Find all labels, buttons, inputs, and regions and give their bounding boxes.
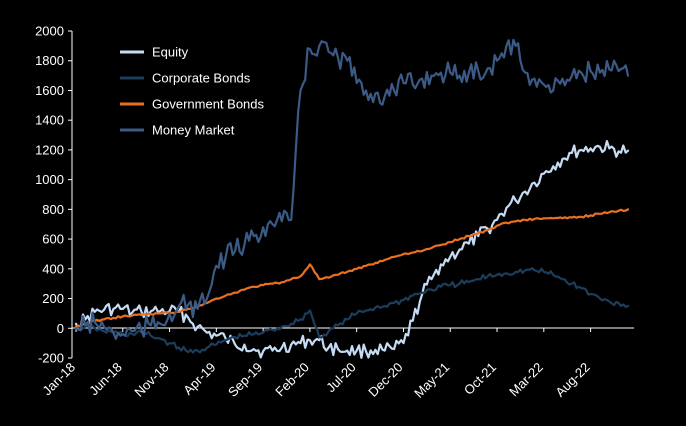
series-line-government-bonds <box>74 208 630 328</box>
x-tick-label: Jul-20 <box>323 360 359 396</box>
y-tick-label: 0 <box>57 321 64 336</box>
y-tick-label: 1200 <box>35 142 64 157</box>
x-tick-label: Nov-18 <box>131 360 171 400</box>
legend-label-government-bonds: Government Bonds <box>152 97 265 112</box>
y-tick-label: 800 <box>42 202 64 217</box>
series-line-equity <box>74 140 630 359</box>
x-tick-label: Aug-22 <box>552 360 592 400</box>
y-tick-label: 1000 <box>35 172 64 187</box>
x-tick-label: May-21 <box>411 360 452 401</box>
x-tick-label: Sep-19 <box>225 360 265 400</box>
legend-label-equity: Equity <box>152 45 189 60</box>
y-tick-label: 1800 <box>35 53 64 68</box>
x-tick-label: Oct-21 <box>461 360 499 398</box>
series-line-money-market <box>74 38 630 340</box>
x-tick-label: Apr-19 <box>180 360 218 398</box>
x-tick-label: Jun-18 <box>86 360 125 399</box>
y-tick-label: 200 <box>42 291 64 306</box>
y-tick-label: -200 <box>38 351 64 366</box>
legend-label-money-market: Money Market <box>152 123 235 138</box>
y-tick-label: 400 <box>42 261 64 276</box>
y-tick-label: 2000 <box>35 24 64 39</box>
series-lines <box>74 38 630 359</box>
y-tick-label: 600 <box>42 232 64 247</box>
x-tick-label: Mar-22 <box>506 360 546 400</box>
legend-label-corporate-bonds: Corporate Bonds <box>152 71 251 86</box>
x-tick-label: Feb-20 <box>272 360 312 400</box>
series-line-corporate-bonds <box>74 267 630 354</box>
legend: Equity Corporate Bonds Government Bonds Mon… <box>120 45 265 138</box>
y-tick-label: 1600 <box>35 83 64 98</box>
x-tick-label: Dec-20 <box>365 360 405 400</box>
y-tick-label: 1400 <box>35 113 64 128</box>
